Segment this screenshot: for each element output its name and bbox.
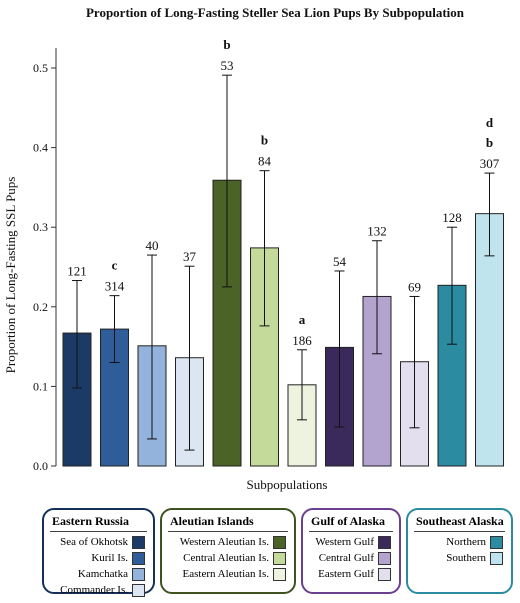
legend-item: Northern [408,534,511,550]
legend-divider [309,531,393,532]
y-tick-label: 0.4 [33,141,48,155]
y-tick-label: 0.0 [33,459,48,473]
legend-swatch [273,551,286,565]
legend-group: Aleutian Islands Western Aleutian Is. Cent… [160,508,296,594]
sample-size-label: 54 [333,254,347,269]
legend-swatch [132,583,145,597]
y-tick-label: 0.2 [33,300,48,314]
y-axis-label: Proportion of Long-Fasting SSL Pups [3,177,18,374]
significance-letter: c [112,258,118,273]
legend-group: Southeast Alaska Northern Southern [406,508,513,594]
legend-swatch [273,567,286,581]
legend-group: Eastern Russia Sea of Okhotsk Kuril Is. Kam… [42,508,155,597]
legend-item: Commander Is. [44,582,153,598]
legend-swatch [490,551,503,565]
legend-swatch [378,551,391,565]
bar-chart: Proportion of Long-Fasting Steller Sea L… [3,5,504,492]
legend-item-label: Eastern Gulf [318,568,374,580]
legend: Eastern Russia Sea of Okhotsk Kuril Is. Kam… [0,508,520,603]
legend-item-label: Sea of Okhotsk [60,536,128,548]
significance-letter: b [486,135,493,150]
legend-group-title: Aleutian Islands [170,514,254,528]
legend-group-title: Eastern Russia [52,514,130,528]
legend-group: Gulf of Alaska Western Gulf Central Gulf Ea… [301,508,401,594]
x-axis-label: Subpopulations [247,477,328,492]
legend-divider [50,531,147,532]
sample-size-label: 37 [183,249,197,264]
sample-size-label: 307 [480,156,500,171]
y-tick-label: 0.5 [33,61,48,75]
sample-size-label: 314 [105,279,125,294]
legend-item: Western Gulf [303,534,399,550]
chart-title: Proportion of Long-Fasting Steller Sea L… [86,5,465,20]
legend-item: Central Gulf [303,550,399,566]
legend-swatch [378,535,391,549]
legend-item-label: Eastern Aleutian Is. [182,568,269,580]
sample-size-label: 132 [367,224,387,239]
legend-item: Kuril Is. [44,550,153,566]
legend-item-label: Northern [446,536,486,548]
significance-letter: a [299,312,306,327]
legend-item: Southern [408,550,511,566]
legend-divider [414,531,505,532]
sample-size-label: 121 [67,264,87,279]
legend-item: Central Aleutian Is. [162,550,294,566]
legend-item-label: Western Aleutian Is. [179,536,269,548]
legend-item-label: Southern [446,552,486,564]
significance-letter: d [486,115,494,130]
legend-item: Eastern Aleutian Is. [162,566,294,582]
legend-item: Western Aleutian Is. [162,534,294,550]
sample-size-label: 128 [442,210,462,225]
sample-size-label: 186 [292,333,312,348]
legend-swatch [490,535,503,549]
legend-item-label: Kamchatka [77,568,128,580]
legend-item: Kamchatka [44,566,153,582]
sample-size-label: 40 [146,238,159,253]
legend-group-title: Gulf of Alaska [311,514,386,528]
significance-letter: b [261,133,268,148]
legend-swatch [132,567,145,581]
legend-divider [168,531,288,532]
sample-size-label: 84 [258,154,272,169]
significance-letter: b [223,37,230,52]
y-tick-label: 0.1 [33,379,48,393]
sample-size-label: 69 [408,279,421,294]
legend-group-title: Southeast Alaska [416,514,504,528]
legend-swatch [132,535,145,549]
legend-item-label: Commander Is. [60,584,128,596]
legend-swatch [273,535,286,549]
legend-item: Sea of Okhotsk [44,534,153,550]
y-tick-label: 0.3 [33,220,48,234]
y-axis-ticks: 0.0 0.1 0.2 0.3 0.4 0.5 [33,61,56,473]
sample-size-label: 53 [221,58,234,73]
legend-item: Eastern Gulf [303,566,399,582]
legend-item-label: Central Gulf [318,552,374,564]
legend-item-label: Kuril Is. [91,552,128,564]
legend-swatch [132,551,145,565]
legend-item-label: Western Gulf [315,536,374,548]
legend-item-label: Central Aleutian Is. [183,552,269,564]
legend-swatch [378,567,391,581]
